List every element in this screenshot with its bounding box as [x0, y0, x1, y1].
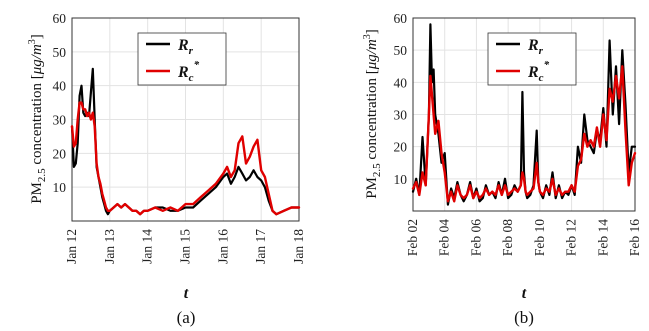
- x-axis-label-a: t: [184, 285, 189, 302]
- x-tick-label: Feb 12: [564, 219, 579, 256]
- x-tick-label: Feb 08: [500, 219, 515, 256]
- y-tick-label: 40: [53, 79, 67, 94]
- y-tick-label: 20: [394, 140, 408, 155]
- legend-label-rr-b: Rr: [527, 37, 544, 57]
- x-tick-label: Jan 18: [291, 229, 306, 264]
- plot-frame-b: [412, 17, 636, 212]
- y-tick-label: 30: [53, 113, 67, 128]
- plot-frame-a: [71, 17, 300, 222]
- x-tick-label: Feb 04: [437, 219, 452, 256]
- y-tick-label: 40: [394, 75, 408, 90]
- legend-label-rc-a: Rc*: [177, 59, 200, 84]
- x-tick-label: Jan 17: [253, 229, 268, 264]
- y-tick-label: 60: [53, 11, 67, 26]
- series-group-a: [70, 67, 301, 216]
- legend-box-a: [137, 32, 227, 86]
- x-tick-label: Feb 10: [532, 219, 547, 256]
- y-tick-label: 60: [394, 11, 408, 26]
- x-tick-label: Feb 16: [627, 219, 642, 256]
- series-group-b: [411, 23, 637, 206]
- x-axis-label-b: t: [522, 285, 527, 302]
- caption-a: (a): [177, 308, 196, 327]
- x-tick-label: Jan 13: [102, 229, 117, 264]
- y-ticks-b: 10 20 30 40 50 60: [394, 11, 408, 187]
- x-tick-label: Feb 06: [468, 219, 483, 256]
- y-axis-label-a: PM2.5 concentration [μg/m3]: [27, 34, 48, 204]
- x-tick-label: Feb 14: [595, 219, 610, 256]
- caption-b: (b): [514, 308, 534, 327]
- y-axis-label-b: PM2.5 concentration [μg/m3]: [362, 29, 383, 199]
- y-tick-label: 30: [394, 108, 408, 123]
- legend-b: Rr Rc*: [487, 32, 577, 86]
- y-tick-label: 10: [394, 172, 408, 187]
- y-ticks-a: 10 20 30 40 50 60: [53, 11, 67, 195]
- x-tick-label: Jan 15: [178, 229, 193, 264]
- legend-label-rc-b: Rc*: [527, 59, 550, 84]
- y-tick-label: 10: [53, 180, 67, 195]
- y-tick-label: 20: [53, 146, 67, 161]
- x-tick-label: Feb 02: [405, 219, 420, 256]
- legend-a: Rr Rc*: [137, 32, 227, 86]
- legend-label-rr-a: Rr: [177, 37, 194, 57]
- series-line-rc-a: [70, 101, 301, 216]
- y-tick-label: 50: [53, 45, 67, 60]
- x-ticks-b: Feb 02 Feb 04 Feb 06 Feb 08 Feb 10 Feb 12 Feb …: [405, 219, 642, 256]
- x-tick-label: Jan 16: [215, 229, 230, 264]
- y-tick-label: 50: [394, 43, 408, 58]
- series-line-rc-b: [411, 65, 637, 203]
- legend-box-b: [487, 32, 577, 86]
- x-tick-label: Jan 14: [140, 229, 155, 264]
- x-ticks-a: Jan 12 Jan 13 Jan 14 Jan 15 Jan 16 Jan 17 Jan …: [64, 229, 306, 264]
- x-tick-label: Jan 12: [64, 229, 79, 264]
